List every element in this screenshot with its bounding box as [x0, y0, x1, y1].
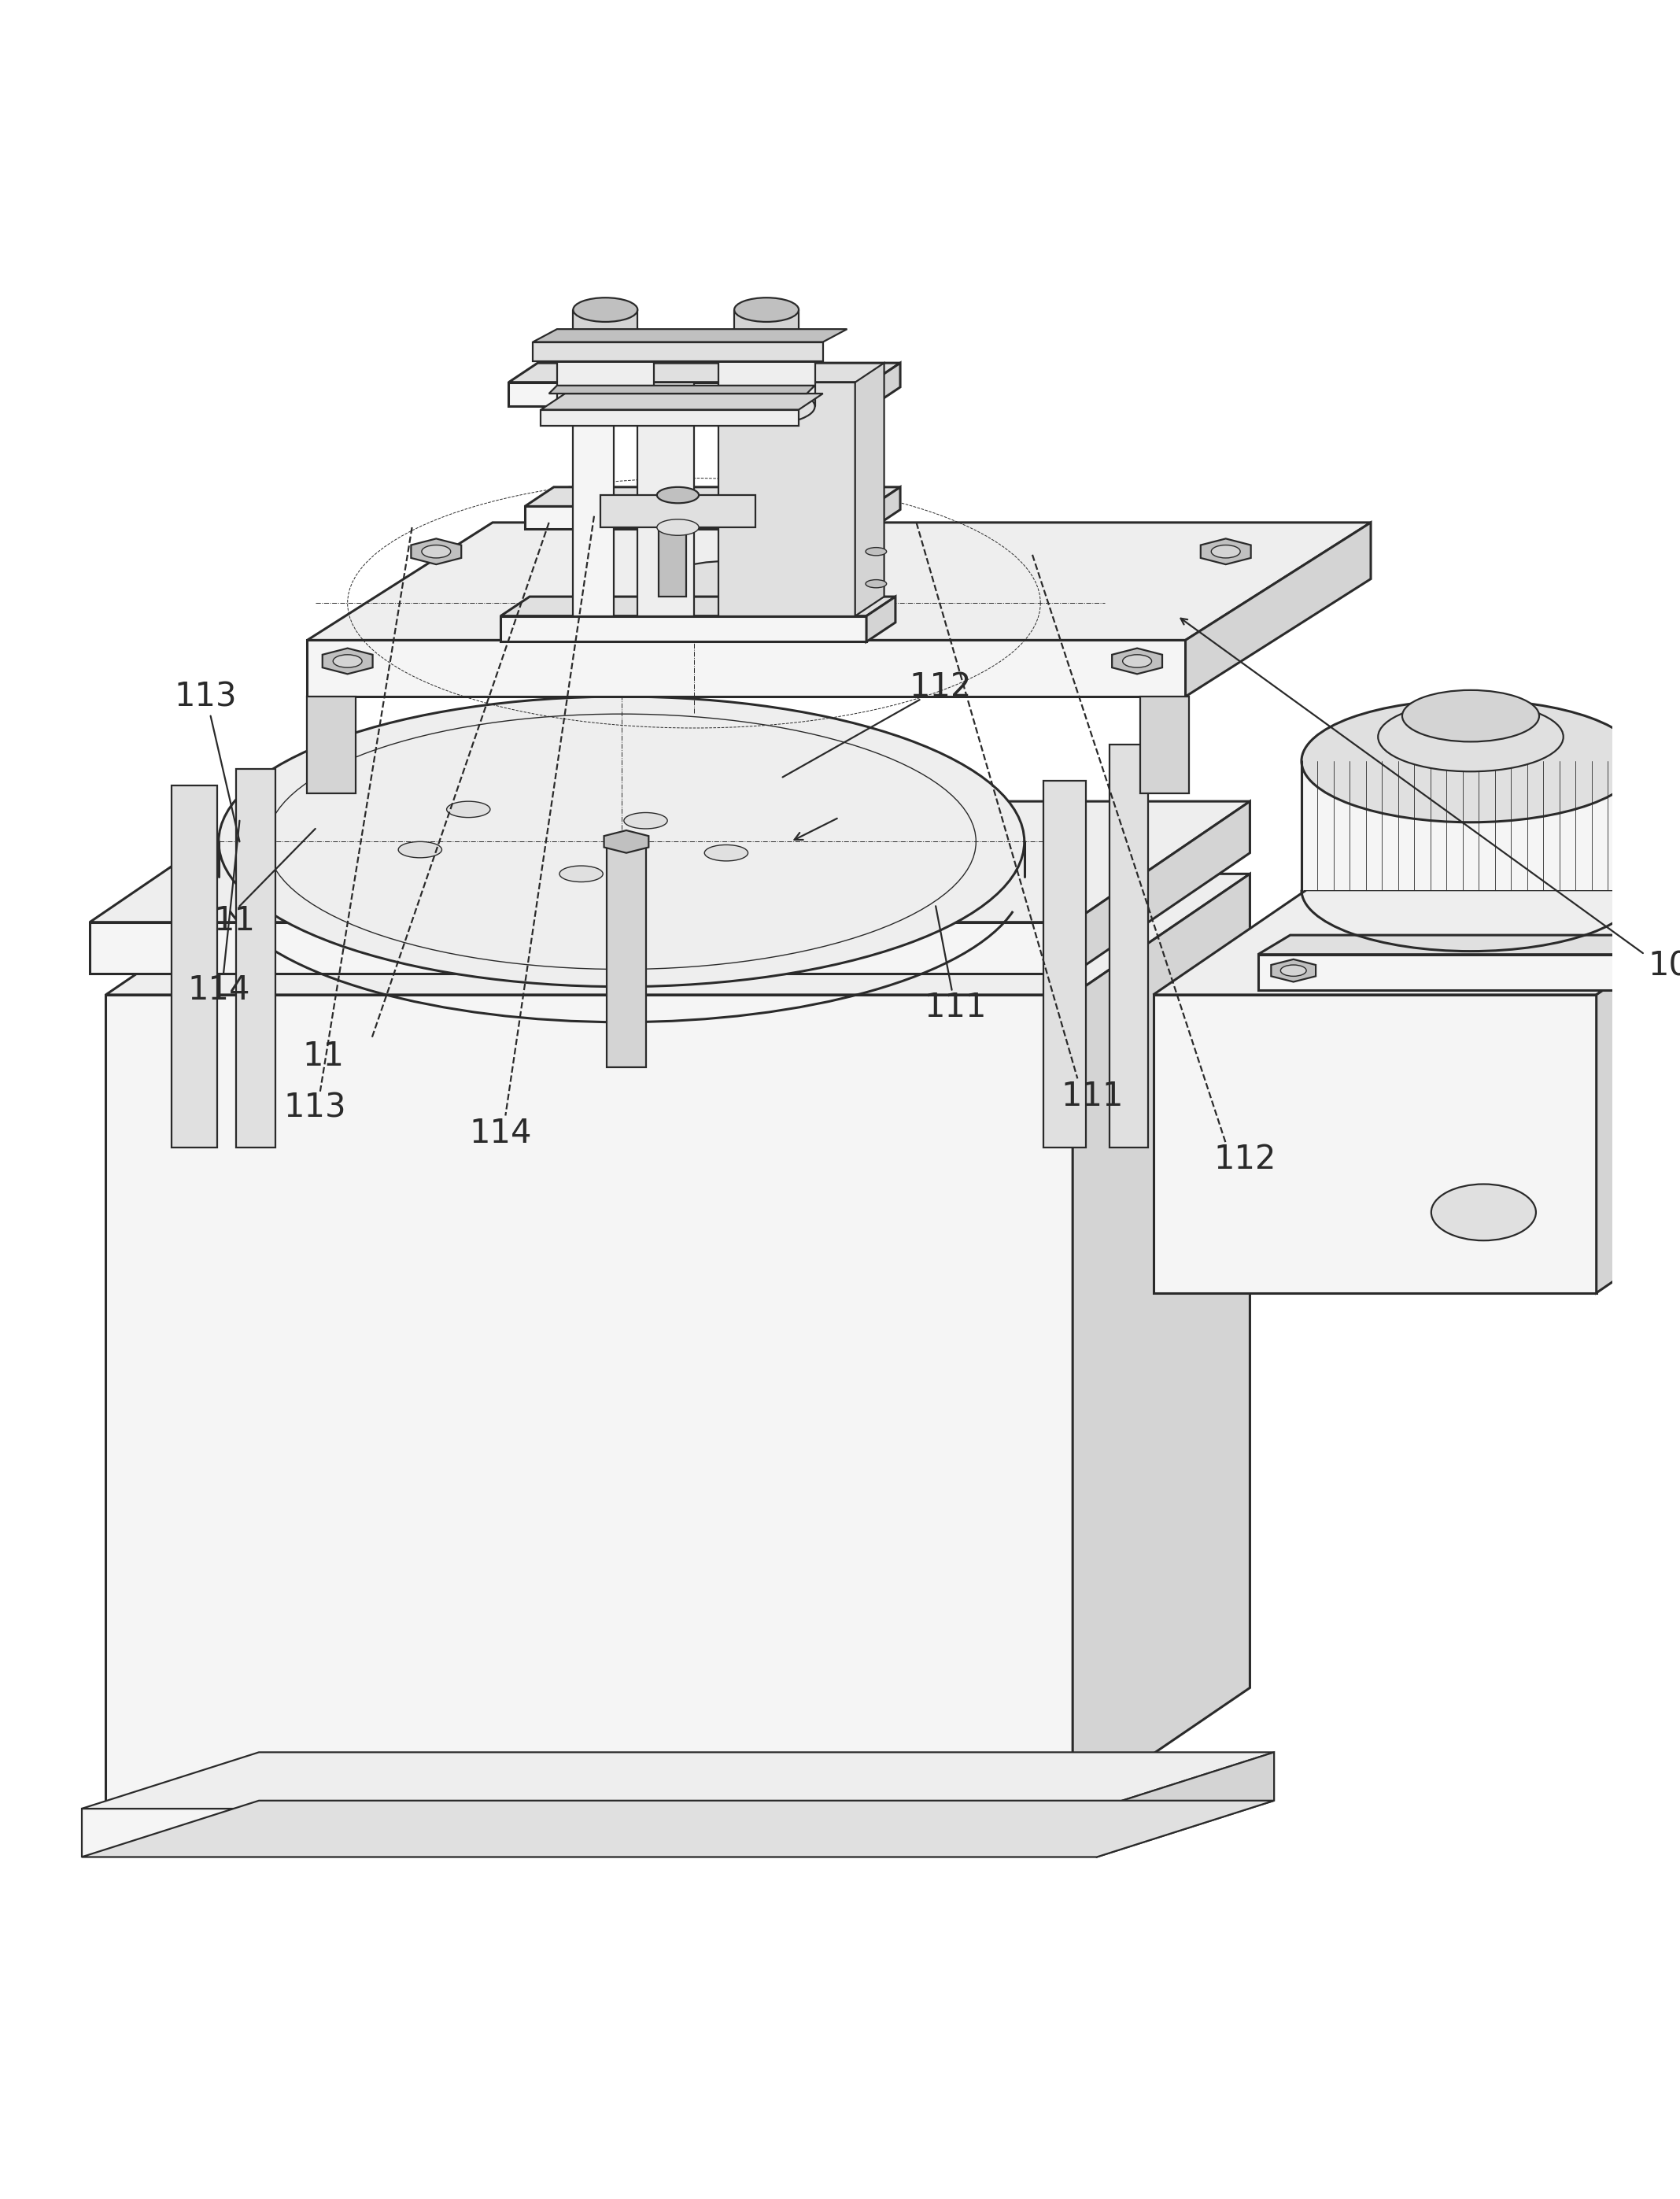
- Polygon shape: [89, 800, 1250, 921]
- Ellipse shape: [1378, 701, 1564, 772]
- Ellipse shape: [333, 655, 363, 668]
- Ellipse shape: [657, 497, 685, 508]
- Polygon shape: [734, 310, 798, 343]
- Polygon shape: [509, 383, 872, 407]
- Text: 10: 10: [1648, 950, 1680, 983]
- Ellipse shape: [657, 486, 699, 504]
- Polygon shape: [307, 697, 356, 794]
- Polygon shape: [501, 616, 867, 642]
- Ellipse shape: [559, 866, 603, 882]
- Text: 11: 11: [213, 904, 255, 937]
- Polygon shape: [82, 1801, 1273, 1856]
- Ellipse shape: [623, 814, 667, 829]
- Polygon shape: [1152, 994, 1596, 1293]
- Text: 112: 112: [909, 671, 971, 704]
- Text: 111: 111: [1060, 1080, 1124, 1113]
- Polygon shape: [606, 842, 645, 1067]
- Ellipse shape: [558, 323, 654, 361]
- Polygon shape: [872, 363, 900, 407]
- Polygon shape: [549, 385, 815, 394]
- Polygon shape: [1201, 539, 1252, 565]
- Ellipse shape: [1431, 1183, 1536, 1240]
- Polygon shape: [533, 343, 823, 361]
- Text: 113: 113: [175, 679, 237, 712]
- Polygon shape: [82, 1808, 1097, 1856]
- Polygon shape: [509, 363, 900, 383]
- Ellipse shape: [865, 548, 887, 556]
- Ellipse shape: [717, 323, 815, 361]
- Polygon shape: [659, 504, 685, 596]
- Ellipse shape: [659, 561, 795, 614]
- Polygon shape: [1596, 891, 1680, 1293]
- Ellipse shape: [1211, 545, 1240, 559]
- Ellipse shape: [1403, 690, 1539, 741]
- Ellipse shape: [657, 519, 699, 534]
- Polygon shape: [1302, 761, 1640, 891]
- Polygon shape: [1112, 649, 1163, 675]
- Polygon shape: [89, 921, 1072, 974]
- Polygon shape: [600, 495, 756, 528]
- Text: 111: 111: [924, 992, 986, 1025]
- Polygon shape: [1072, 800, 1250, 974]
- Polygon shape: [412, 539, 462, 565]
- Ellipse shape: [1302, 699, 1640, 822]
- Text: 114: 114: [469, 1117, 533, 1150]
- Polygon shape: [1097, 1753, 1273, 1856]
- Polygon shape: [524, 506, 872, 530]
- Polygon shape: [1186, 523, 1371, 697]
- Ellipse shape: [1280, 965, 1307, 976]
- Polygon shape: [1043, 781, 1085, 1148]
- Ellipse shape: [573, 297, 638, 321]
- Ellipse shape: [398, 842, 442, 858]
- Polygon shape: [867, 596, 895, 642]
- Polygon shape: [827, 383, 852, 640]
- Text: 11: 11: [302, 1040, 344, 1073]
- Polygon shape: [1110, 745, 1149, 1148]
- Polygon shape: [1152, 891, 1680, 994]
- Ellipse shape: [447, 800, 491, 818]
- Polygon shape: [657, 383, 682, 640]
- Polygon shape: [171, 785, 217, 1148]
- Ellipse shape: [558, 389, 654, 424]
- Ellipse shape: [865, 581, 887, 587]
- Ellipse shape: [218, 697, 1025, 987]
- Polygon shape: [501, 596, 895, 616]
- Polygon shape: [541, 394, 823, 409]
- Polygon shape: [605, 831, 648, 853]
- Polygon shape: [307, 640, 1186, 697]
- Polygon shape: [1272, 959, 1315, 981]
- Polygon shape: [872, 486, 900, 530]
- Polygon shape: [237, 770, 276, 1148]
- Polygon shape: [1141, 697, 1189, 794]
- Text: 113: 113: [284, 1091, 346, 1124]
- Polygon shape: [1072, 873, 1250, 1808]
- Polygon shape: [746, 383, 771, 640]
- Polygon shape: [638, 383, 694, 616]
- Polygon shape: [82, 1753, 1273, 1808]
- Ellipse shape: [717, 389, 815, 424]
- Polygon shape: [323, 649, 373, 675]
- Ellipse shape: [1122, 655, 1151, 668]
- Polygon shape: [541, 409, 798, 427]
- Polygon shape: [573, 310, 638, 343]
- Polygon shape: [576, 383, 601, 640]
- Ellipse shape: [734, 297, 798, 321]
- Ellipse shape: [704, 844, 748, 862]
- Polygon shape: [307, 523, 1371, 640]
- Polygon shape: [524, 486, 900, 506]
- Polygon shape: [106, 994, 1072, 1808]
- Text: 112: 112: [1215, 1143, 1277, 1176]
- Polygon shape: [855, 363, 884, 616]
- Polygon shape: [558, 363, 654, 407]
- Text: 114: 114: [188, 974, 250, 1007]
- Polygon shape: [106, 873, 1250, 994]
- Ellipse shape: [422, 545, 450, 559]
- Polygon shape: [1258, 935, 1677, 954]
- Polygon shape: [717, 363, 815, 407]
- Polygon shape: [1258, 954, 1677, 990]
- Polygon shape: [533, 330, 847, 343]
- Polygon shape: [573, 383, 613, 616]
- Polygon shape: [717, 383, 855, 616]
